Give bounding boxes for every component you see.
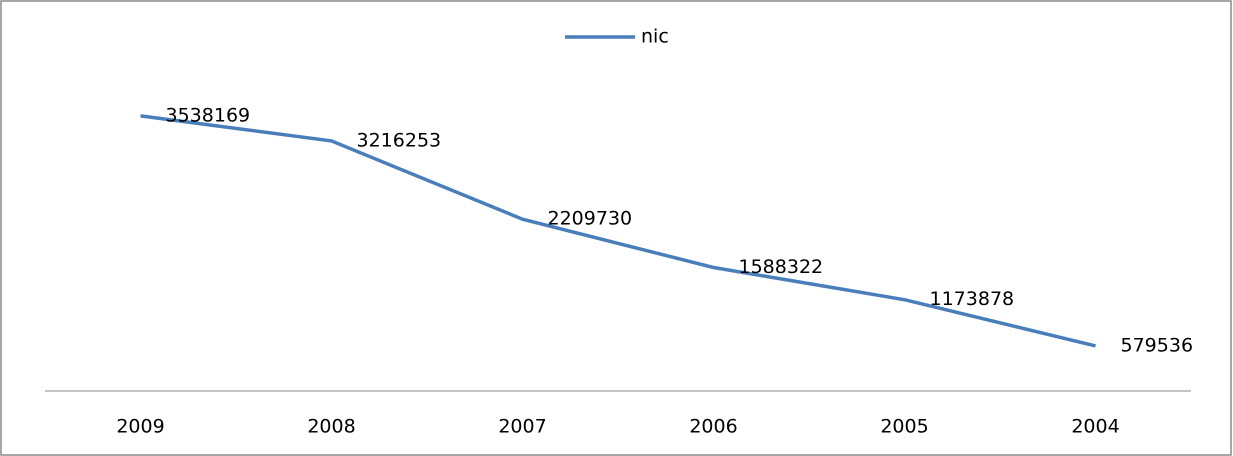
data-label: 579536 — [1121, 334, 1194, 356]
x-tick-label: 2006 — [689, 416, 737, 438]
data-label: 3216253 — [357, 129, 442, 151]
legend-label: nic — [641, 26, 669, 48]
data-label: 1588322 — [739, 256, 824, 278]
data-label: 2209730 — [548, 208, 633, 230]
data-label: 3538169 — [166, 104, 251, 126]
x-tick-label: 2009 — [116, 416, 164, 438]
data-line — [140, 114, 1096, 348]
x-tick-label: 2008 — [307, 416, 355, 438]
data-label: 1173878 — [930, 288, 1015, 310]
x-tick-label: 2005 — [880, 416, 928, 438]
x-tick-label: 2007 — [498, 416, 546, 438]
x-tick-label: 2004 — [1071, 416, 1119, 438]
